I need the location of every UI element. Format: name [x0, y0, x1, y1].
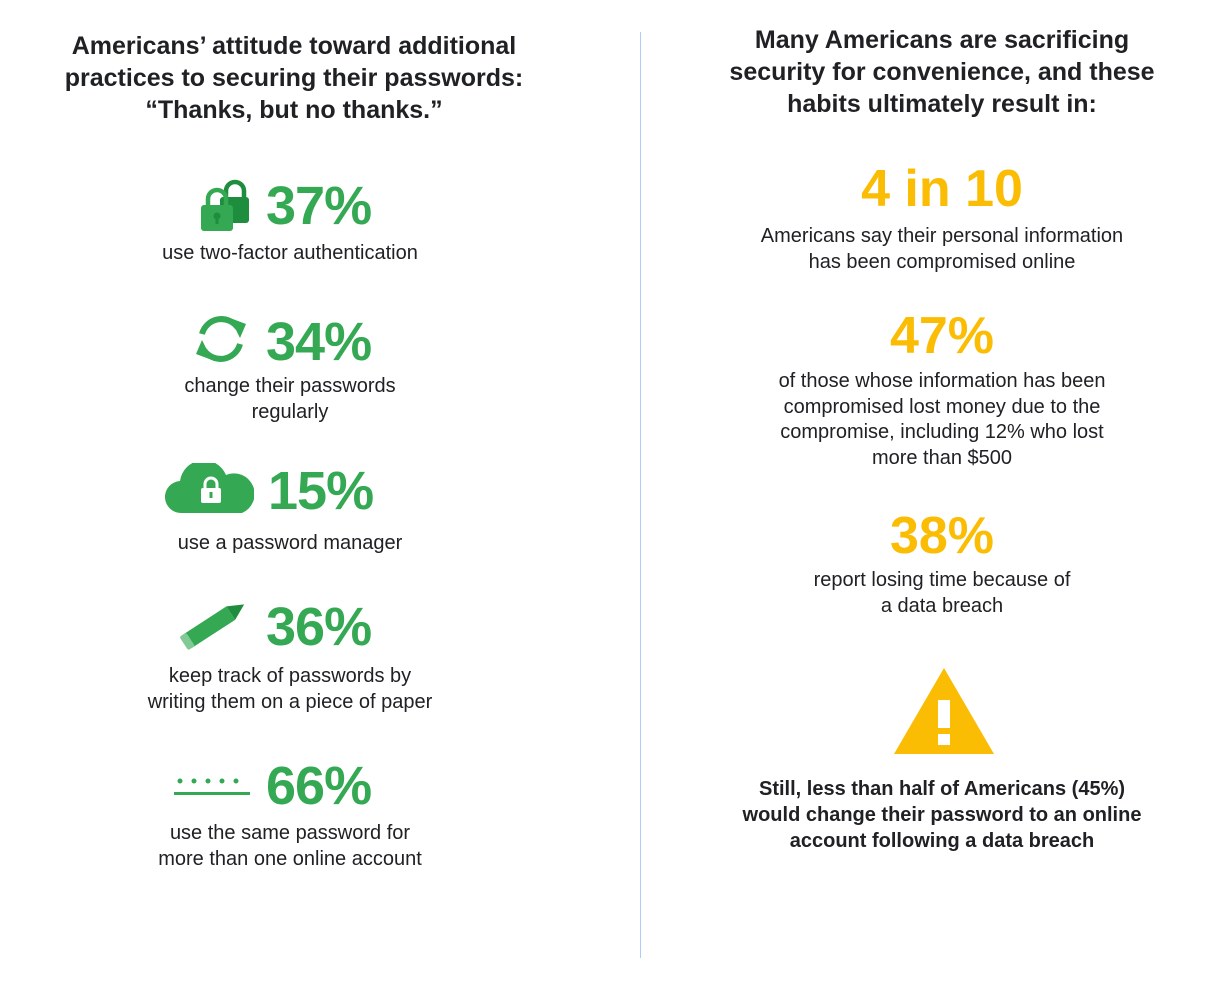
stat-description: Americans say their personal information… [692, 224, 1192, 275]
left-title-line-1: Americans’ attitude toward additional [71, 32, 517, 60]
stat-description: use a password manager [90, 531, 490, 557]
warning-line: account following a data breach [789, 830, 1095, 852]
left-column-title: Americans’ attitude toward additional pr… [30, 30, 558, 126]
description-line: use two-factor authentication [162, 242, 418, 264]
stat-value: 66% [266, 756, 372, 816]
stat-value-lost-time: 38% [889, 507, 995, 565]
stat-value-lost-money: 47% [889, 307, 995, 365]
stat-same-password: 66% [174, 756, 372, 816]
description-line: compromised lost money due to the [783, 395, 1101, 418]
stat-description: report losing time because of a data bre… [692, 568, 1192, 619]
left-title-line-3: “Thanks, but no thanks.” [145, 96, 443, 124]
stat-value: 34% [266, 311, 372, 372]
refresh-icon [190, 310, 252, 373]
description-line: has been compromised online [808, 250, 1076, 273]
warning-icon [894, 668, 994, 759]
stat-paper-passwords: 36% [176, 596, 372, 657]
description-line: report losing time because of [813, 569, 1071, 591]
stat-password-manager: 15% [164, 459, 374, 521]
stat-description: use the same password for more than one … [90, 821, 490, 872]
stat-description: of those whose information has been comp… [692, 369, 1192, 471]
description-line: keep track of passwords by [168, 665, 412, 687]
description-line: a data breach [880, 594, 1004, 617]
stat-value-compromised: 4 in 10 [861, 160, 1023, 218]
description-line: writing them on a piece of paper [147, 690, 433, 713]
cloud-lock-icon [164, 459, 255, 520]
description-line: change their passwords [184, 375, 396, 397]
pencil-icon [176, 596, 252, 657]
description-line: regularly [251, 400, 329, 423]
description-line: use the same password for [169, 822, 411, 844]
stat-value: 36% [266, 596, 372, 657]
stat-description: change their passwords regularly [90, 374, 490, 425]
warning-line: Still, less than half of Americans (45%) [758, 778, 1126, 800]
stat-value: 15% [268, 461, 374, 521]
left-title-line-2: practices to securing their passwords: [64, 64, 524, 92]
stat-description: use two-factor authentication [90, 241, 490, 267]
description-line: compromise, including 12% who lost [780, 421, 1104, 443]
right-title-line-3: habits ultimately result in: [787, 90, 1097, 118]
description-line: use a password manager [177, 532, 403, 554]
password-dots-icon [174, 769, 252, 804]
stat-two-factor: 37% [198, 176, 372, 236]
stat-value: 37% [266, 176, 372, 236]
two-locks-icon [198, 177, 252, 236]
description-line: more than one online account [158, 847, 422, 870]
column-divider [640, 32, 641, 958]
stat-change-passwords: 34% [190, 310, 372, 373]
right-title-line-1: Many Americans are sacrificing [754, 26, 1130, 54]
warning-line: would change their password to an online [742, 804, 1142, 826]
right-column-title: Many Americans are sacrificing security … [692, 24, 1192, 120]
right-title-line-2: security for convenience, and these [729, 58, 1155, 86]
stat-description: keep track of passwords by writing them … [90, 664, 490, 715]
description-line: more than $500 [871, 446, 1013, 469]
description-line: Americans say their personal information [760, 225, 1124, 247]
description-line: of those whose information has been [778, 370, 1106, 392]
warning-text: Still, less than half of Americans (45%)… [692, 776, 1192, 854]
